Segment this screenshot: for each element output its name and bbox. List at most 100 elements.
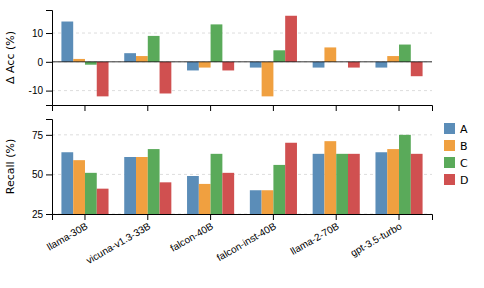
bar xyxy=(375,62,387,68)
tick-mark xyxy=(46,91,52,92)
tick-label: -10 xyxy=(29,85,44,96)
bar xyxy=(211,24,223,61)
grid-line xyxy=(52,174,432,175)
bar xyxy=(211,154,223,214)
tick-label: 10 xyxy=(32,28,44,39)
tick-mark xyxy=(399,214,400,220)
bar xyxy=(250,62,262,68)
grid-line xyxy=(52,61,432,62)
legend-item: D xyxy=(444,174,468,187)
tick-mark xyxy=(399,105,400,111)
bar xyxy=(222,173,234,214)
bar-series xyxy=(61,152,387,214)
bar xyxy=(187,176,199,214)
bar xyxy=(324,141,336,214)
tick-mark xyxy=(46,62,52,63)
bar-series xyxy=(85,24,411,64)
axis-title: Δ Acc (%) xyxy=(4,31,17,84)
bar xyxy=(136,56,148,62)
bar xyxy=(61,22,73,62)
zero-line xyxy=(52,61,432,62)
bar xyxy=(273,50,285,62)
chart: -10010Δ Acc (%)255075llama-30Bvicuna-v1.… xyxy=(0,0,484,288)
bar xyxy=(148,149,160,214)
tick-mark xyxy=(84,214,85,220)
bar-series xyxy=(73,47,399,96)
axis-line xyxy=(46,11,53,106)
bar-series xyxy=(85,135,411,214)
tick-mark xyxy=(46,214,52,215)
bar xyxy=(222,62,234,71)
bar xyxy=(285,143,297,214)
legend-swatch xyxy=(444,174,455,185)
legend-item: C xyxy=(444,157,468,170)
tick-mark xyxy=(210,105,211,111)
bar xyxy=(324,47,336,61)
bar xyxy=(262,62,274,97)
x-tick: falcon-40B xyxy=(168,214,215,254)
bar xyxy=(124,157,136,214)
bars xyxy=(52,16,432,97)
bar xyxy=(187,62,199,71)
bar xyxy=(411,62,423,76)
y-axis: -10 0 10 xyxy=(29,11,53,106)
panel: 255075llama-30Bvicuna-v1.3-33Bfalcon-40B… xyxy=(4,120,468,266)
x-tick xyxy=(84,105,85,111)
tick-label: 50 xyxy=(32,169,44,180)
legend-label: D xyxy=(460,174,468,187)
x-tick xyxy=(273,105,274,111)
bar xyxy=(160,62,172,94)
bar xyxy=(399,135,411,214)
x-tick xyxy=(147,105,148,111)
tick-label: gpt-3.5-turbo xyxy=(348,220,403,258)
tick-mark xyxy=(273,105,274,111)
axis-title: Recall (%) xyxy=(4,139,17,194)
tick-mark xyxy=(147,214,148,220)
bar xyxy=(411,154,423,214)
x-tick xyxy=(210,105,211,111)
grid-line xyxy=(52,90,432,91)
legend-label: C xyxy=(460,157,468,170)
bar xyxy=(348,154,360,214)
grid-line xyxy=(52,134,432,135)
legend-item: B xyxy=(444,140,468,153)
bar xyxy=(262,190,274,214)
x-axis xyxy=(53,105,433,111)
bar xyxy=(375,152,387,214)
tick-label: falcon-40B xyxy=(168,220,215,254)
bar-series xyxy=(97,16,423,97)
x-axis: llama-30Bvicuna-v1.3-33B falcon-40Bfalcon… xyxy=(45,214,432,266)
tick-label: llama-30B xyxy=(45,220,90,252)
bar xyxy=(199,184,211,214)
bar xyxy=(73,160,85,214)
tick-mark xyxy=(147,105,148,111)
y-tick: 10 xyxy=(32,28,52,39)
tick-label: llama-2-70B xyxy=(289,220,341,257)
tick-label: falcon-inst-40B xyxy=(215,220,279,263)
bar xyxy=(73,59,85,62)
tick-mark xyxy=(46,33,52,34)
bar xyxy=(85,173,97,214)
x-tick: vicuna-v1.3-33B xyxy=(84,214,152,266)
tick-mark xyxy=(336,105,337,111)
axis-line xyxy=(53,106,433,112)
panel: -10 0 10 Δ Acc (%) xyxy=(4,11,433,112)
bar xyxy=(387,56,399,62)
tick-label: vicuna-v1.3-33B xyxy=(84,220,152,266)
tick-mark xyxy=(84,105,85,111)
bar xyxy=(148,36,160,62)
tick-label: 0 xyxy=(37,57,43,68)
bar xyxy=(313,154,325,214)
legend-swatch xyxy=(444,123,455,134)
bar xyxy=(61,152,73,214)
grid xyxy=(52,135,432,214)
x-tick xyxy=(399,105,400,111)
bar xyxy=(97,189,109,214)
y-tick: 0 xyxy=(37,57,52,68)
tick-mark xyxy=(46,174,52,175)
bar xyxy=(399,45,411,62)
x-tick: llama-2-70B xyxy=(289,214,341,257)
axis-line xyxy=(46,120,53,215)
grid xyxy=(52,33,432,91)
bar xyxy=(97,62,109,97)
